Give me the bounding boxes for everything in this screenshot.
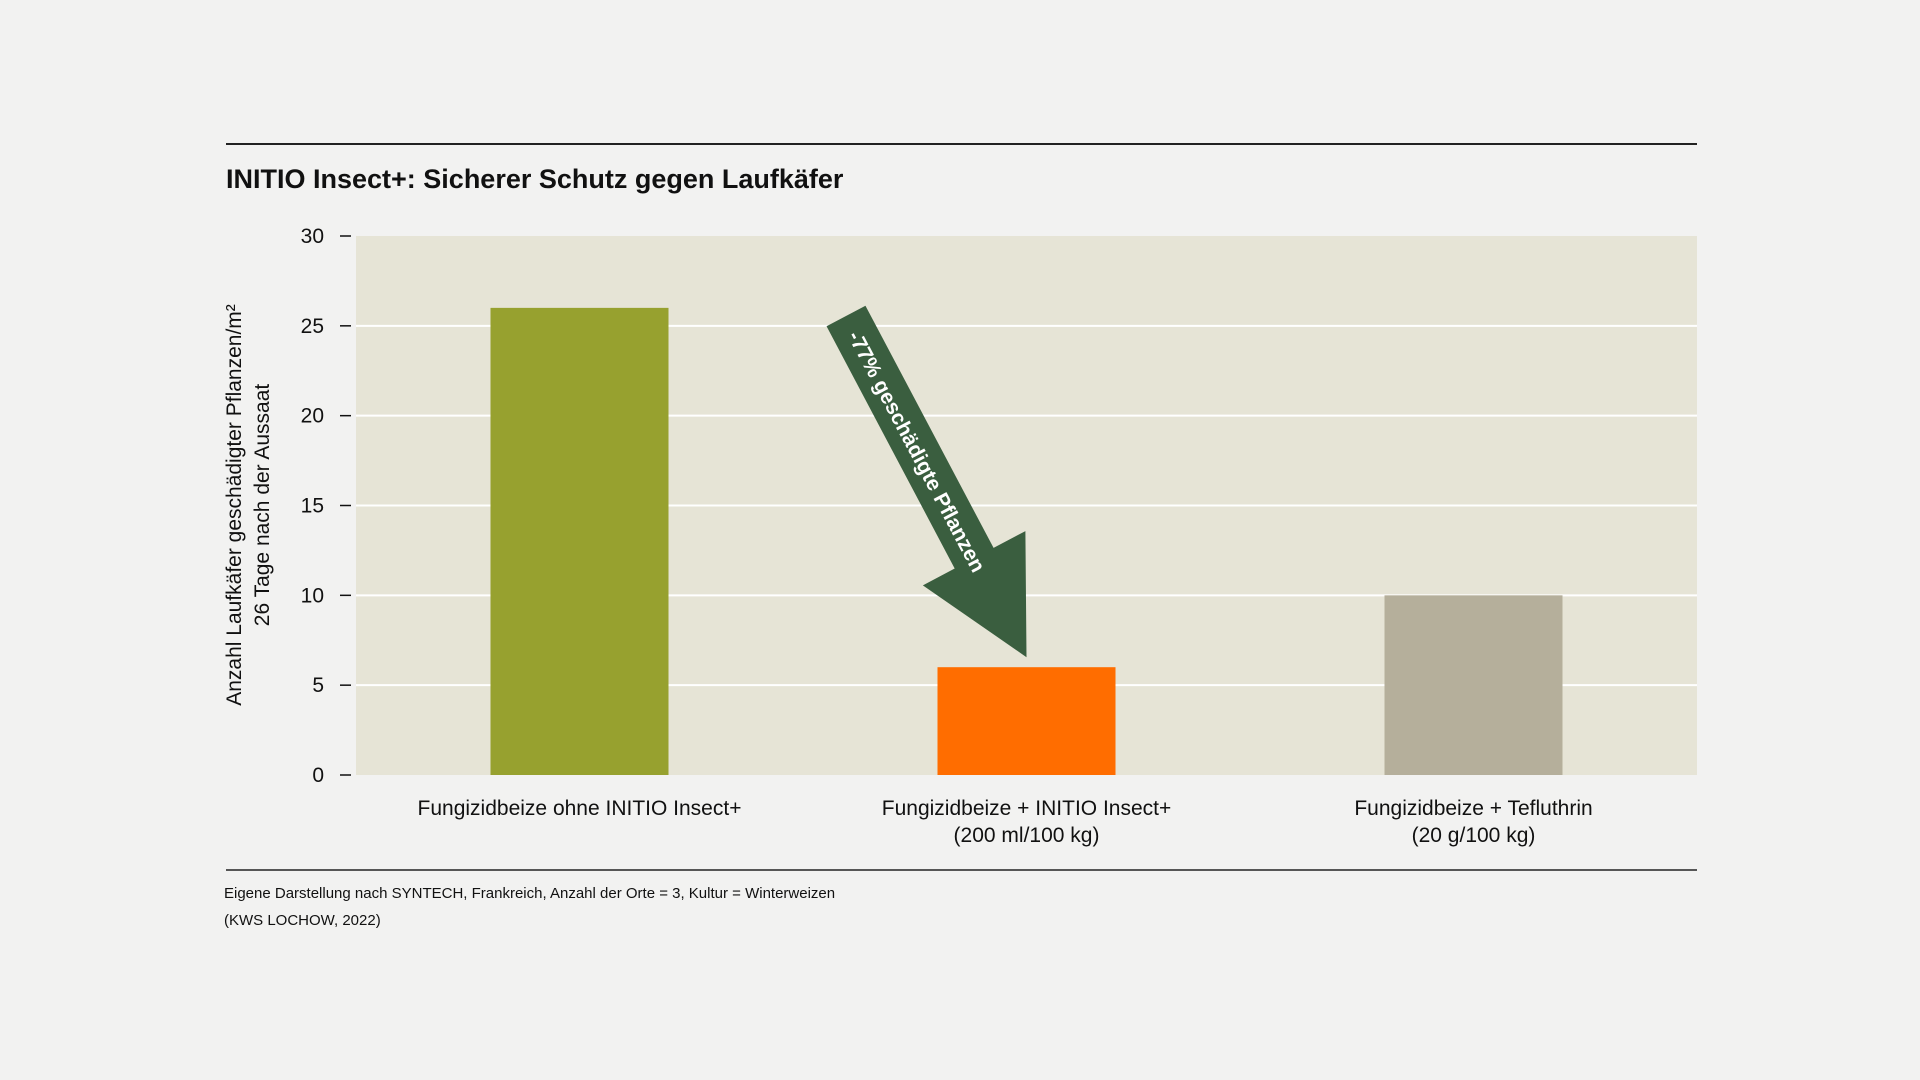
chart-title: INITIO Insect+: Sicherer Schutz gegen La… xyxy=(226,164,844,194)
bars xyxy=(490,307,1563,775)
bar xyxy=(1384,595,1563,775)
footnote-citation: (KWS LOCHOW, 2022) xyxy=(224,912,381,929)
bar xyxy=(937,667,1116,775)
category-label: Fungizidbeize ohne INITIO Insect+ xyxy=(418,797,742,820)
y-tick-label: 30 xyxy=(301,225,324,248)
y-tick-label: 10 xyxy=(301,584,324,607)
category-label: Fungizidbeize + INITIO Insect+ xyxy=(882,797,1171,820)
category-label: (200 ml/100 kg) xyxy=(954,824,1100,847)
y-tick-label: 25 xyxy=(301,315,324,338)
y-tick-label: 0 xyxy=(312,764,324,787)
y-tick-label: 5 xyxy=(312,674,324,697)
footnote-source: Eigene Darstellung nach SYNTECH, Frankre… xyxy=(224,885,835,902)
y-axis-label-line-1: Anzahl Laufkäfer geschädigter Pflanzen/m… xyxy=(223,304,246,706)
bar xyxy=(490,307,669,775)
y-axis-label-line-2: 26 Tage nach der Aussaat xyxy=(251,384,274,627)
category-label: (20 g/100 kg) xyxy=(1412,824,1536,847)
y-axis: 0 5 10 15 20 25 30 xyxy=(301,225,351,787)
category-label: Fungizidbeize + Tefluthrin xyxy=(1354,797,1592,820)
y-tick-label: 15 xyxy=(301,495,324,518)
y-tick-label: 20 xyxy=(301,405,324,428)
x-axis-labels: Fungizidbeize ohne INITIO Insect+ Fungizi… xyxy=(418,797,1593,847)
arrow-shape xyxy=(826,305,1027,658)
